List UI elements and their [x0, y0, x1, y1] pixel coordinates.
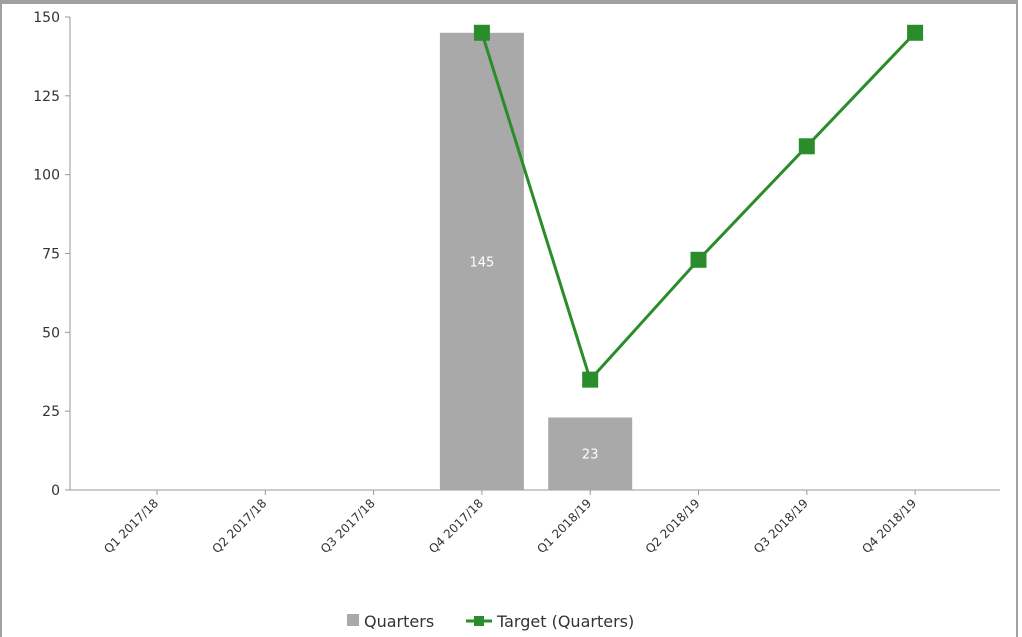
- target-point-marker: [798, 138, 815, 155]
- target-line: [480, 31, 917, 383]
- x-tick-label: Q4 2018/19: [859, 496, 919, 556]
- x-tick-label: Q3 2018/19: [751, 496, 811, 556]
- x-tick-label: Q1 2017/18: [101, 496, 161, 556]
- legend-label-target-quarters: Target (Quarters): [496, 612, 634, 631]
- legend-swatch-target-marker: [474, 616, 484, 626]
- bar: [548, 417, 633, 490]
- y-tick-label: 25: [42, 404, 60, 420]
- x-tick-label: Q2 2018/19: [643, 496, 703, 556]
- x-tick-label: Q4 2017/18: [426, 496, 486, 556]
- y-tick-label: 100: [33, 168, 60, 184]
- y-tick-label: 125: [33, 89, 60, 105]
- x-tick-label: Q2 2017/18: [209, 496, 269, 556]
- legend-label-quarters: Quarters: [364, 612, 434, 631]
- y-tick-label: 0: [51, 483, 60, 499]
- y-axis-ticks: 0 25 50 75 100 125 150: [33, 10, 70, 499]
- bar-data-label: 23: [582, 448, 599, 463]
- target-point-marker: [690, 251, 707, 268]
- bar: [439, 32, 524, 491]
- target-point-marker: [582, 371, 599, 388]
- x-axis-ticks: Q1 2017/18 Q2 2017/18 Q3 2017/18 Q4 2017/18…: [101, 490, 919, 556]
- x-tick-label: Q3 2017/18: [318, 496, 378, 556]
- legend-swatch-quarters: [347, 614, 359, 626]
- target-point-marker: [473, 24, 490, 41]
- y-tick-label: 50: [42, 325, 60, 341]
- bar-data-label: 145: [469, 255, 494, 270]
- target-point-marker: [907, 24, 924, 41]
- x-tick-label: Q1 2018/19: [534, 496, 594, 556]
- line-series-target-quarters: [473, 24, 924, 388]
- legend: Quarters Target (Quarters): [347, 612, 634, 631]
- bar-series-quarters: 145 23: [439, 32, 633, 491]
- y-tick-label: 75: [42, 247, 60, 263]
- y-tick-label: 150: [33, 10, 60, 26]
